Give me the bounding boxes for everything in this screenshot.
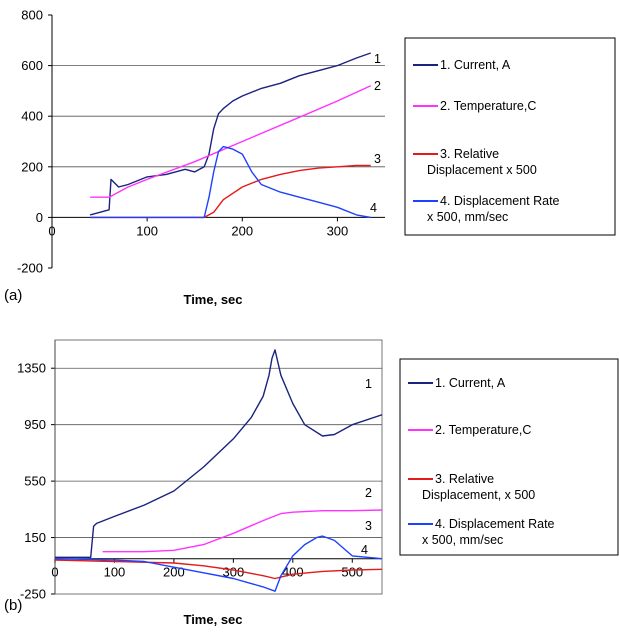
x-tick-label: 500: [341, 565, 363, 580]
series-line-1: [55, 349, 383, 558]
x-tick-label: 300: [223, 565, 245, 580]
legend-entry-3: 3. Relative Displacement x 500: [427, 147, 537, 177]
x-axis-label: Time, sec: [183, 292, 242, 307]
legend-entry-line: 1. Current, A: [435, 376, 506, 390]
legend-entry-2: 2. Temperature,C: [440, 99, 536, 113]
y-tick-label: -250: [20, 587, 46, 602]
x-tick-label: 200: [231, 223, 253, 238]
legend-box: [399, 358, 619, 556]
legend-entry-line: x 500, mm/sec: [427, 210, 508, 224]
panel-label: (b): [4, 597, 22, 614]
curve-label-4: 4: [370, 201, 377, 215]
chart-panel-a: -200 0 200 400 600 800 0 100 200 300 1 2 3 4 Time, sec…: [4, 8, 616, 307]
legend: 1. Current, A 2. Temperature,C 3. Relative…: [399, 358, 619, 556]
series-line-2: [90, 85, 371, 198]
series-line-1: [89, 52, 371, 216]
series-line-2: [102, 509, 383, 553]
x-axis-label: Time, sec: [183, 612, 242, 627]
curve-label-4: 4: [361, 543, 368, 557]
y-tick-label: 550: [24, 474, 46, 489]
x-tick-label: 100: [136, 223, 158, 238]
legend-entry-1: 1. Current, A: [435, 376, 506, 390]
legend-entry-4: 4. Displacement Rate x 500, mm/sec: [422, 517, 555, 547]
legend-entry-line: 4. Displacement Rate: [435, 517, 555, 531]
x-tick-label: 100: [104, 565, 126, 580]
legend-entry-line: 3. Relative: [435, 472, 494, 486]
legend-entry-line: 2. Temperature,C: [435, 423, 531, 437]
plot-area-border: [54, 339, 383, 595]
legend-entry-line: 1. Current, A: [440, 58, 511, 72]
x-tick-label: 300: [327, 223, 349, 238]
panel-label: (a): [4, 287, 22, 304]
y-tick-label: 600: [21, 58, 43, 73]
y-tick-label: 0: [36, 210, 43, 225]
curve-label-1: 1: [374, 52, 381, 66]
curve-label-1: 1: [365, 377, 372, 391]
legend-entry-3: 3. Relative Displacement, x 500: [422, 472, 535, 502]
y-tick-label: -200: [17, 261, 43, 276]
x-tick-label: 0: [51, 565, 58, 580]
series-line-3: [90, 164, 371, 219]
legend-entry-line: 4. Displacement Rate: [440, 194, 560, 208]
legend-entry-line: Displacement, x 500: [422, 488, 535, 502]
curve-label-3: 3: [374, 152, 381, 166]
legend-entry-line: x 500, mm/sec: [422, 533, 503, 547]
y-tick-label: 950: [24, 417, 46, 432]
curve-label-3: 3: [365, 519, 372, 533]
series-line-4: [90, 145, 371, 219]
legend-entry-line: Displacement x 500: [427, 163, 537, 177]
series-line-3: [54, 559, 383, 580]
legend-entry-2: 2. Temperature,C: [435, 423, 531, 437]
legend-entry-line: 3. Relative: [440, 147, 499, 161]
curve-label-2: 2: [365, 486, 372, 500]
y-tick-label: 1350: [17, 361, 46, 376]
series-line-4: [54, 535, 383, 592]
legend-entry-line: 2. Temperature,C: [440, 99, 536, 113]
legend: 1. Current, A 2. Temperature,C 3. Relative…: [404, 37, 616, 236]
legend-entry-1: 1. Current, A: [440, 58, 511, 72]
y-tick-label: 200: [21, 159, 43, 174]
legend-entry-4: 4. Displacement Rate x 500, mm/sec: [427, 194, 560, 224]
curve-label-2: 2: [374, 79, 381, 93]
x-tick-label: 400: [282, 565, 304, 580]
y-tick-label: 400: [21, 109, 43, 124]
x-tick-label: 0: [48, 223, 55, 238]
y-tick-label: 150: [24, 530, 46, 545]
y-tick-label: 800: [21, 8, 43, 23]
legend-box: [404, 37, 616, 236]
